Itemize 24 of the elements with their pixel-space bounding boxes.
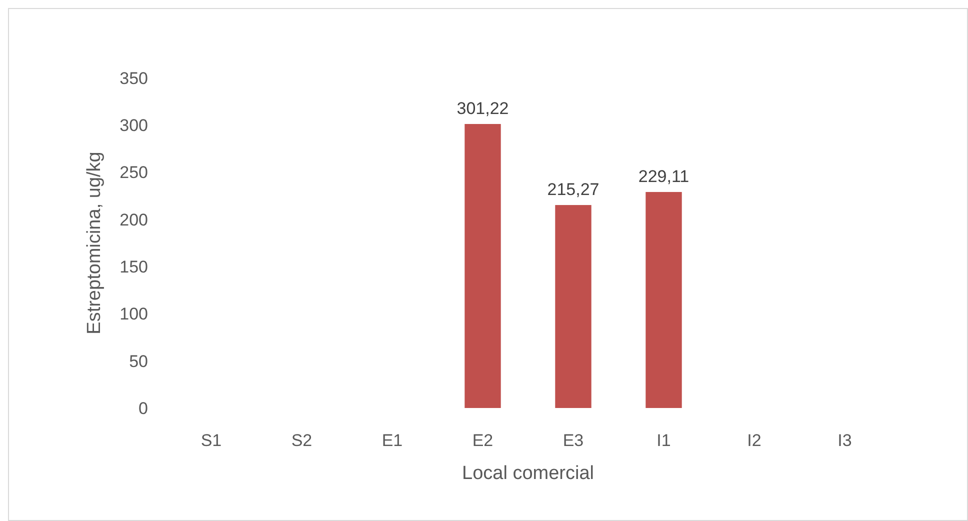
x-tick-label: E3: [562, 431, 584, 450]
y-tick-label: 50: [129, 352, 148, 371]
bar: [555, 205, 592, 408]
data-label: 301,22: [456, 98, 509, 118]
y-tick-label: 100: [120, 304, 148, 324]
x-tick-label: I3: [838, 431, 852, 450]
x-tick-label: S1: [200, 431, 222, 450]
y-tick-label: 300: [120, 116, 148, 136]
bar: [646, 192, 682, 408]
y-tick-label: 0: [138, 398, 148, 418]
x-tick-label: E2: [472, 431, 494, 450]
y-tick-label: 150: [120, 258, 148, 277]
x-tick-label: I2: [747, 431, 762, 450]
data-label: 215,27: [547, 180, 600, 200]
data-label: 229,11: [638, 166, 690, 186]
x-tick-label: I1: [656, 431, 671, 450]
y-tick-label: 350: [120, 68, 148, 88]
y-tick-label: 200: [120, 210, 148, 230]
bar: [464, 124, 501, 408]
y-axis-title: Estreptomicina, ug/kg: [84, 152, 105, 334]
x-tick-label: E1: [382, 431, 403, 450]
x-tick-label: S2: [291, 431, 312, 450]
x-axis-title: Local comercial: [462, 463, 594, 484]
y-tick-label: 250: [120, 163, 148, 182]
